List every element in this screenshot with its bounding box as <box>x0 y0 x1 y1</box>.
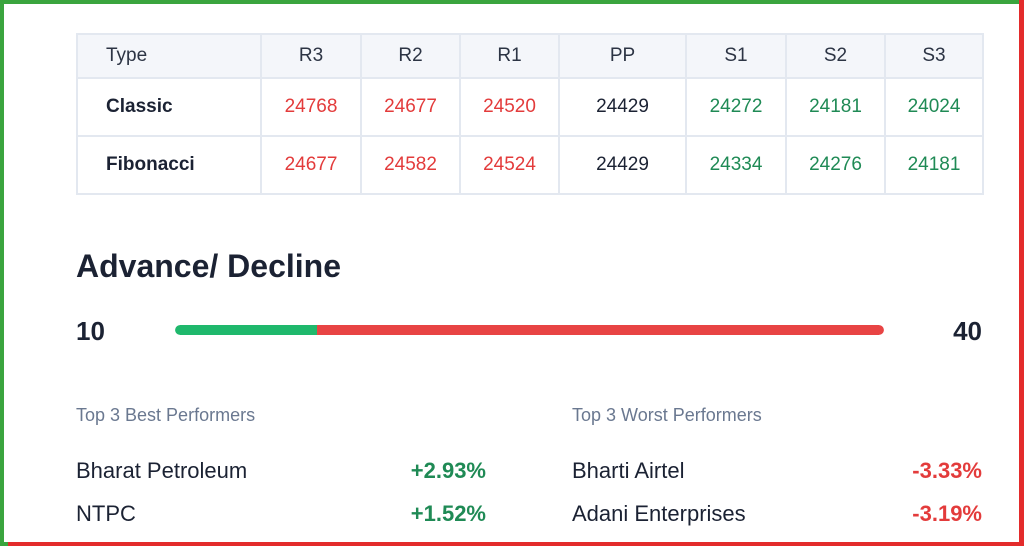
cell-s3: 24181 <box>884 135 984 195</box>
cell-s1: 24272 <box>685 77 787 137</box>
best-performers-list: Top 3 Best Performers Bharat Petroleum +… <box>76 405 486 544</box>
header-s3: S3 <box>884 33 984 79</box>
list-item[interactable]: Adani Enterprises -3.19% <box>572 501 982 544</box>
row-type-label: Classic <box>76 77 262 137</box>
row-type-label: Fibonacci <box>76 135 262 195</box>
cell-s2: 24276 <box>785 135 886 195</box>
advance-decline-bar <box>175 325 884 335</box>
list-item[interactable]: NTPC +1.52% <box>76 501 486 544</box>
header-s1: S1 <box>685 33 787 79</box>
cell-s2: 24181 <box>785 77 886 137</box>
header-type: Type <box>76 33 262 79</box>
cell-pp: 24429 <box>558 135 687 195</box>
stock-name[interactable]: Adani Enterprises <box>572 501 746 526</box>
stock-change: -3.19% <box>912 501 982 526</box>
table-row-classic: Classic 24768 24677 24520 24429 24272 24… <box>76 77 984 137</box>
advances-count: 10 <box>76 316 105 346</box>
cell-r2: 24582 <box>360 135 461 195</box>
worst-performers-list: Top 3 Worst Performers Bharti Airtel -3.… <box>572 405 982 544</box>
stock-name[interactable]: NTPC <box>76 501 136 526</box>
pivot-points-table: Type R3 R2 R1 PP S1 S2 S3 Classic 24768 … <box>76 33 984 195</box>
stock-name[interactable]: Bharti Airtel <box>572 458 685 483</box>
frame-top-border <box>0 0 1024 4</box>
worst-performers-heading: Top 3 Worst Performers <box>572 405 762 425</box>
cell-s1: 24334 <box>685 135 787 195</box>
advance-segment <box>175 325 317 335</box>
cell-r1: 24520 <box>459 77 560 137</box>
header-r1: R1 <box>459 33 560 79</box>
cell-r2: 24677 <box>360 77 461 137</box>
header-r2: R2 <box>360 33 461 79</box>
cell-s3: 24024 <box>884 77 984 137</box>
stock-change: +1.52% <box>410 501 486 526</box>
header-s2: S2 <box>785 33 886 79</box>
best-performers-heading: Top 3 Best Performers <box>76 405 256 425</box>
table-row-fibonacci: Fibonacci 24677 24582 24524 24429 24334 … <box>76 135 984 195</box>
decline-segment <box>316 325 884 335</box>
cell-r3: 24768 <box>260 77 362 137</box>
cell-r1: 24524 <box>459 135 560 195</box>
stock-change: +2.93% <box>410 458 486 483</box>
list-item[interactable]: Bharat Petroleum +2.93% <box>76 458 486 501</box>
cell-pp: 24429 <box>558 77 687 137</box>
frame-bottom-border <box>0 542 1024 546</box>
table-header-row: Type R3 R2 R1 PP S1 S2 S3 <box>76 33 984 79</box>
frame-right-border <box>1019 0 1024 546</box>
header-r3: R3 <box>260 33 362 79</box>
header-pp: PP <box>558 33 687 79</box>
frame-left-border <box>0 0 4 546</box>
advance-decline-title: Advance/ Decline <box>76 248 341 284</box>
declines-count: 40 <box>953 316 982 346</box>
stock-name[interactable]: Bharat Petroleum <box>76 458 248 483</box>
list-item[interactable]: Bharti Airtel -3.33% <box>572 458 982 501</box>
stock-change: -3.33% <box>912 458 982 483</box>
cell-r3: 24677 <box>260 135 362 195</box>
